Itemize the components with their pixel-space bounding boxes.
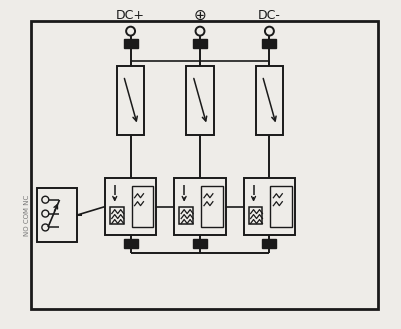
Bar <box>124 39 137 48</box>
Bar <box>108 46 152 269</box>
Bar <box>186 66 213 135</box>
Bar <box>105 178 156 235</box>
Bar <box>37 188 77 242</box>
Text: DC+: DC+ <box>116 9 145 22</box>
Bar <box>177 46 222 269</box>
Circle shape <box>195 27 204 36</box>
Text: DC-: DC- <box>257 9 280 22</box>
Bar <box>192 240 207 248</box>
Bar <box>116 66 144 135</box>
Circle shape <box>126 27 135 36</box>
Circle shape <box>42 210 49 217</box>
Bar <box>109 207 124 224</box>
Bar <box>131 186 153 227</box>
Bar <box>179 207 192 224</box>
Bar <box>262 240 275 248</box>
Bar <box>174 178 225 235</box>
Circle shape <box>42 196 49 203</box>
Circle shape <box>42 224 49 231</box>
Bar <box>270 186 292 227</box>
Bar <box>200 186 222 227</box>
Bar <box>192 39 207 48</box>
Bar <box>262 39 275 48</box>
Circle shape <box>264 27 273 36</box>
Bar <box>248 207 262 224</box>
Bar <box>124 240 137 248</box>
Text: NO COM NC: NO COM NC <box>24 194 30 236</box>
Bar <box>31 21 378 309</box>
Bar <box>243 178 294 235</box>
Text: ⊕: ⊕ <box>193 8 206 23</box>
Bar <box>255 66 283 135</box>
Bar <box>247 46 291 269</box>
